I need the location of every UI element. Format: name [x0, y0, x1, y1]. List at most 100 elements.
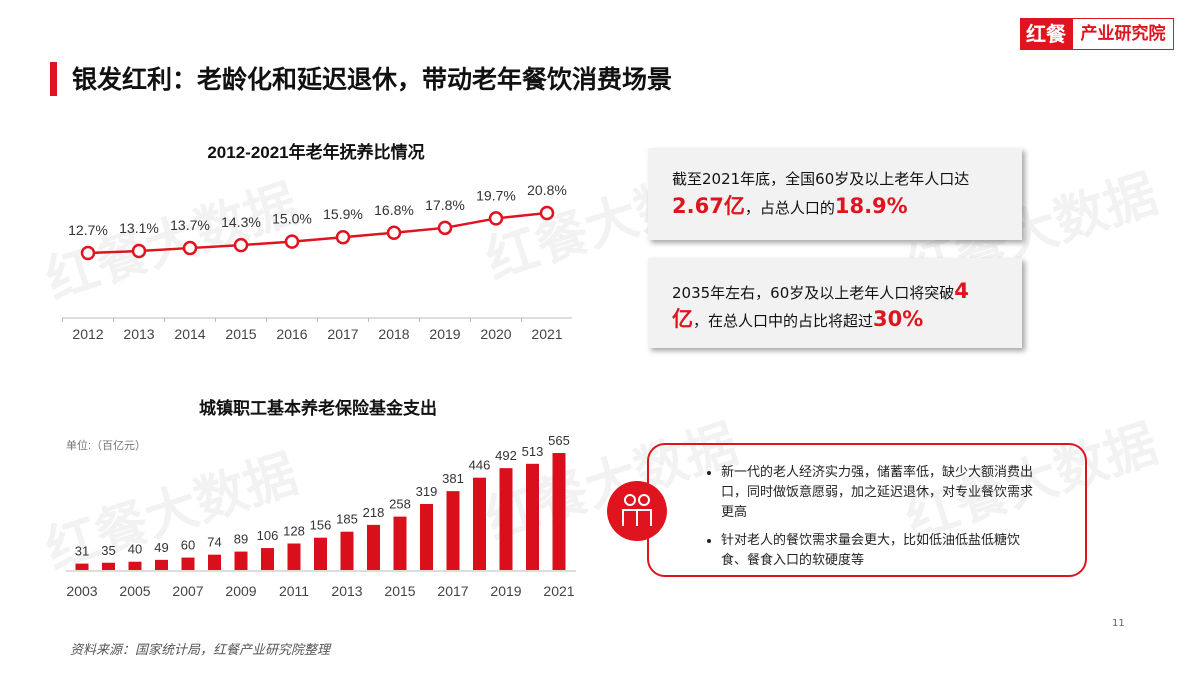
value-label: 12.7% — [68, 222, 108, 238]
value-label: 19.7% — [476, 187, 516, 203]
point — [131, 243, 147, 259]
x-tick-label: 2018 — [378, 326, 409, 342]
logo-name: 产业研究院 — [1072, 18, 1174, 50]
value-label: 20.8% — [527, 182, 567, 198]
slide-title: 银发红利：老龄化和延迟退休，带动老年餐饮消费场景 — [72, 65, 673, 94]
x-tick-label: 2009 — [225, 583, 256, 599]
callout: 2035年左右，60岁及以上老年人口将突破4亿，在总人口中的占比将超过30% — [648, 258, 1022, 348]
value-label: 156 — [310, 518, 332, 533]
point — [233, 237, 249, 253]
callout-text: 2035年左右，60岁及以上老年人口将突破 — [672, 284, 955, 302]
x-tick-label: 2013 — [331, 583, 362, 599]
line — [87, 211, 548, 255]
title-bar — [50, 62, 57, 96]
bar — [102, 562, 115, 570]
bar — [128, 561, 142, 570]
value-label: 16.8% — [374, 202, 414, 218]
icon — [607, 481, 667, 541]
point — [335, 229, 351, 245]
unit-label: 单位:（百亿元） — [66, 438, 146, 452]
chart-title: 2012-2021年老年抚养比情况 — [207, 142, 424, 162]
x-tick-label: 2014 — [174, 326, 205, 342]
bar — [287, 543, 301, 570]
callout-text: ，在总人口中的占比将超过 — [693, 312, 874, 330]
chart-title: 城镇职工基本养老保险基金支出 — [199, 398, 437, 418]
source: 资料来源：国家统计局，红餐产业研究院整理 — [70, 643, 331, 658]
bullet: 新一代的老人经济实力强，储蓄率低，缺少大额消费出口，同时做饭意愿弱，加之延迟退休… — [721, 463, 1045, 523]
callout-text: 截至2021年底，全国60岁及以上老年人口达 — [672, 170, 970, 188]
bar — [552, 453, 566, 570]
value-label: 60 — [181, 538, 195, 553]
callout-highlight: 18.9% — [834, 194, 908, 218]
x-tick-label: 2011 — [279, 583, 309, 599]
charts: 2012-2021年老年抚养比情况 2012 2013 2014 2015 2016 201… — [62, 142, 576, 599]
point — [284, 234, 300, 249]
value-label: 128 — [283, 524, 305, 539]
x-tick-label: 2021 — [531, 326, 562, 342]
value-label: 31 — [75, 544, 89, 559]
value-label: 13.1% — [119, 220, 159, 236]
value-label: 13.7% — [170, 217, 210, 233]
x-tick-label: 2019 — [429, 326, 460, 342]
bar — [367, 524, 380, 570]
bar — [314, 537, 327, 570]
point — [539, 205, 555, 221]
logo-brand: 红餐 — [1020, 18, 1072, 50]
x-tick-label: 2017 — [327, 326, 358, 342]
bar — [446, 491, 460, 570]
value-label: 185 — [336, 512, 358, 527]
value-label: 258 — [389, 497, 411, 512]
x-tick-label: 2021 — [543, 583, 574, 599]
value-label: 513 — [522, 444, 544, 459]
x-tick-label: 2007 — [172, 583, 203, 599]
page-number: 11 — [1112, 618, 1125, 629]
callout-highlight: 2.67亿 — [672, 194, 745, 218]
point — [80, 245, 96, 261]
value-label: 381 — [442, 471, 464, 486]
value-label: 565 — [548, 433, 570, 448]
value-label: 74 — [207, 535, 221, 550]
point — [488, 211, 504, 226]
bar — [155, 559, 168, 570]
point — [182, 240, 198, 256]
bar — [261, 548, 274, 570]
x-tick-label: 2015 — [225, 326, 256, 342]
point — [386, 225, 402, 241]
callout-highlight: 4亿 — [672, 279, 969, 331]
value-label: 15.9% — [323, 206, 363, 222]
x-tick-label: 2016 — [276, 326, 307, 342]
x-tick-label: 2020 — [480, 326, 511, 342]
value-label: 319 — [416, 484, 438, 499]
bar — [473, 477, 486, 570]
value-label: 35 — [101, 543, 115, 558]
bullet: 针对老人的餐饮需求量会更大，比如低油低盐低糖饮食、餐食入口的软硬度等 — [721, 531, 1045, 571]
callout-text: ，占总人口的 — [744, 199, 835, 217]
bar — [393, 516, 407, 570]
point — [437, 220, 453, 236]
value-label: 49 — [154, 540, 168, 555]
value-label: 89 — [234, 532, 248, 547]
bar — [420, 503, 433, 570]
value-label: 492 — [495, 448, 517, 463]
bullet-box: 新一代的老人经济实力强，储蓄率低，缺少大额消费出口，同时做饭意愿弱，加之延迟退休… — [647, 443, 1087, 577]
bar — [340, 531, 354, 570]
value-label: 446 — [469, 458, 491, 473]
callout-highlight: 30% — [873, 307, 924, 331]
value-label: 15.0% — [272, 211, 312, 227]
x-tick-label: 2019 — [490, 583, 521, 599]
x-tick-label: 2005 — [119, 583, 150, 599]
bar — [208, 554, 221, 570]
x-tick-label: 2012 — [72, 326, 103, 342]
x-tick-label: 2017 — [437, 583, 468, 599]
bar — [526, 463, 539, 570]
callout: 截至2021年底，全国60岁及以上老年人口达 2.67亿，占总人口的18.9% — [648, 148, 1022, 240]
bar — [499, 468, 513, 570]
x-tick-label: 2003 — [66, 583, 97, 599]
bar — [75, 563, 89, 570]
x-tick-label: 2013 — [123, 326, 154, 342]
value-label: 106 — [257, 528, 279, 543]
value-label: 218 — [363, 505, 385, 520]
x-tick-label: 2015 — [384, 583, 415, 599]
bar — [234, 551, 248, 570]
